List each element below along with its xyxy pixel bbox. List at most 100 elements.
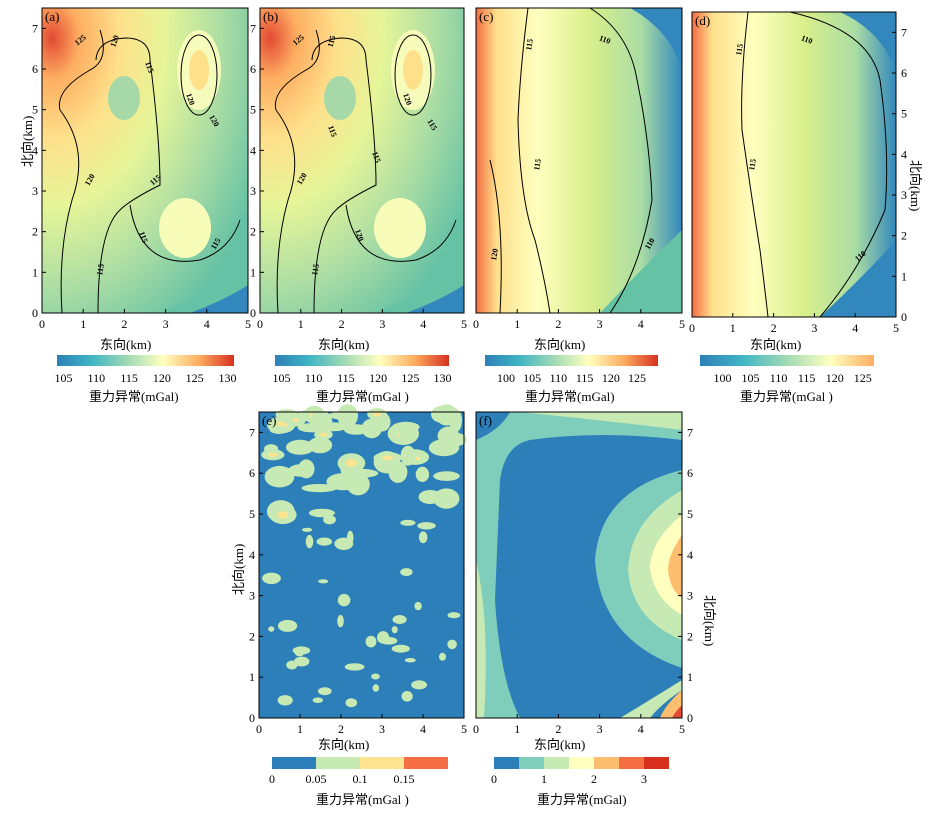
panel-d-field (692, 12, 896, 317)
panel-f-label: (f) (479, 413, 492, 428)
colorbar-tick-label: 115 (337, 371, 355, 385)
anomaly-patch (264, 465, 295, 488)
y-tick-label: 0 (249, 711, 255, 725)
anomaly-patch (323, 515, 336, 525)
anomaly-patch (380, 637, 398, 645)
x-tick-label: 4 (852, 321, 858, 335)
y-tick-label: 2 (250, 225, 256, 239)
contour-label: 115 (95, 263, 106, 276)
anomaly-patch-core (268, 452, 278, 457)
panel-d-low-se (820, 240, 896, 317)
contour-label: 115 (370, 150, 382, 164)
anomaly-patch (392, 421, 420, 433)
anomaly-patch (404, 658, 416, 663)
colorbar-tick-label: 120 (153, 371, 171, 385)
panel-b-contour-115-b (345, 204, 457, 262)
colorbar-b: 105 110 115 120 125 130 重力异常(mGal ) (272, 355, 452, 404)
anomaly-patch (418, 531, 428, 544)
y-tick-label: 0 (250, 306, 256, 320)
panel-c-contour-120 (489, 159, 502, 314)
colorbar-tick-label: 0.05 (306, 772, 327, 786)
anomaly-patch (337, 593, 351, 607)
y-tick-label: 5 (250, 103, 256, 117)
panel-c-low-se (600, 230, 682, 313)
x-tick-label: 0 (39, 317, 45, 331)
colorbar-tick-label: 125 (854, 371, 872, 385)
x-tick-label: 3 (811, 321, 817, 335)
panel-a-contour-120 (58, 29, 104, 314)
y-tick-label: 6 (249, 466, 255, 480)
colorbar-f-bin-1 (494, 757, 519, 769)
anomaly-patch (294, 656, 310, 667)
x-tick-label: 2 (121, 317, 127, 331)
anomaly-patch (277, 619, 298, 632)
y-tick-label: 1 (687, 670, 693, 684)
y-tick-label: 0 (32, 306, 38, 320)
anomaly-patch (305, 534, 314, 549)
x-tick-label: 2 (339, 317, 345, 331)
anomaly-patch-core (277, 511, 289, 519)
x-tick-label: 0 (689, 321, 695, 335)
anomaly-patch (400, 445, 416, 466)
anomaly-patch (312, 422, 349, 432)
anomaly-patch-core (373, 411, 381, 417)
panel-b-label: (b) (263, 9, 278, 24)
y-tick-label: 4 (687, 548, 693, 562)
anomaly-patch (391, 626, 398, 634)
x-tick-label: 5 (679, 317, 685, 331)
anomaly-patch (344, 663, 365, 671)
y-tick-label: 4 (249, 548, 255, 562)
colorbar-c: 100 105 110 115 120 125 重力异常(mGal) (485, 355, 658, 404)
anomaly-patch-core (319, 432, 328, 437)
anomaly-patch (400, 568, 413, 577)
colorbar-tick-label: 105 (272, 371, 290, 385)
panel-a-label: (a) (45, 9, 59, 24)
colorbar-tick-label: 120 (826, 371, 844, 385)
colorbar-f-bin-2 (519, 757, 544, 769)
anomaly-patch (417, 522, 436, 530)
x-tick-label: 5 (893, 321, 899, 335)
anomaly-patch (301, 527, 313, 532)
colorbar-tick-label: 110 (770, 371, 788, 385)
anomaly-patch (346, 473, 370, 496)
anomaly-patch (388, 461, 408, 483)
x-tick-label: 5 (245, 317, 251, 331)
panel-a-contour-120-b (180, 34, 218, 116)
panel-a-high-south (159, 198, 211, 258)
panel-c-contour-110 (589, 7, 653, 314)
colorbar-f-bin-3 (544, 757, 569, 769)
colorbar-tick-label: 0 (269, 772, 275, 786)
colorbar-e-bin-4 (404, 757, 448, 769)
colorbar-a-ticks: 105 110 115 120 125 130 (55, 371, 237, 385)
anomaly-patch (312, 409, 326, 423)
contour-label: 110 (800, 33, 814, 45)
panel-d-ylabel: 北向(km) (908, 160, 923, 211)
y-tick-label: 6 (901, 66, 907, 80)
panel-a-high-core (189, 50, 209, 90)
x-tick-label: 2 (555, 317, 561, 331)
colorbar-f: 0 1 2 3 重力异常(mGal) (491, 757, 669, 807)
y-tick-label: 7 (687, 425, 693, 439)
x-tick-label: 5 (461, 722, 467, 736)
x-tick-label: 4 (204, 317, 210, 331)
y-tick-label: 3 (32, 184, 38, 198)
x-tick-label: 0 (473, 722, 479, 736)
panel-b-frame (259, 7, 465, 314)
panel-b-low-corner-2 (406, 285, 464, 313)
colorbar-tick-label: 0.15 (394, 772, 415, 786)
y-tick-label: 6 (32, 62, 38, 76)
contour-label: 115 (524, 38, 535, 51)
x-tick-label: 4 (420, 722, 426, 736)
contour-label: 120 (353, 228, 366, 242)
anomaly-patch (415, 466, 430, 482)
panel-e-ylabel: 北向(km) (231, 544, 246, 595)
anomaly-patch (392, 615, 407, 624)
colorbar-tick-label: 2 (591, 772, 597, 786)
x-tick-label: 1 (514, 317, 520, 331)
panel-c-field (476, 8, 682, 313)
colorbar-tick-label: 115 (576, 371, 594, 385)
